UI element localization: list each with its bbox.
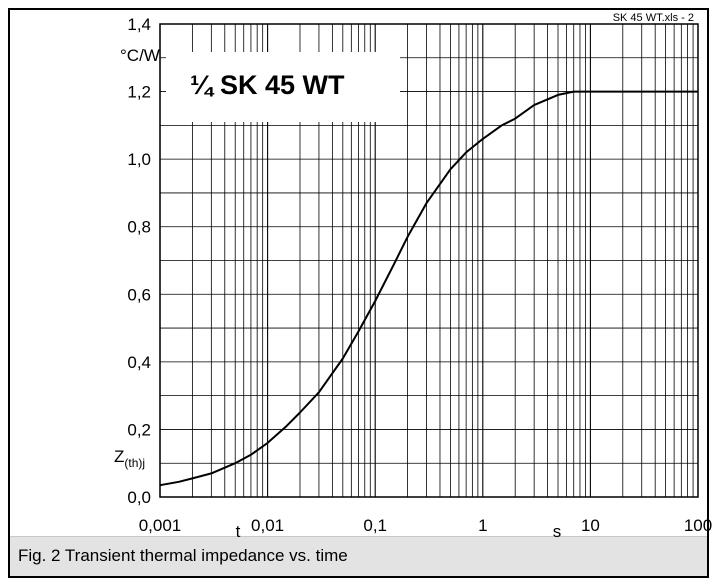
x-unit-label: s bbox=[553, 522, 562, 541]
x-tick-label: 100 bbox=[684, 516, 712, 535]
x-tick-label: 0,001 bbox=[139, 516, 182, 535]
plot-border bbox=[159, 23, 699, 498]
y-tick-label: 0,0 bbox=[127, 488, 151, 507]
y-tick-label: 0,8 bbox=[127, 218, 151, 237]
figure-caption: Fig. 2 Transient thermal impedance vs. t… bbox=[18, 546, 348, 565]
y-tick-label: 1,4 bbox=[127, 15, 151, 34]
y-tick-label: 0,2 bbox=[127, 420, 151, 439]
caption-bar: Fig. 2 Transient thermal impedance vs. t… bbox=[10, 536, 707, 576]
y-axis-label: Z(th)j bbox=[114, 447, 145, 470]
y-unit-label: °C/W bbox=[120, 46, 160, 65]
x-tick-label: 10 bbox=[581, 516, 600, 535]
file-label: SK 45 WT.xls - 2 bbox=[613, 12, 694, 24]
x-axis-label: t bbox=[236, 522, 241, 541]
x-tick-label: 0,01 bbox=[251, 516, 284, 535]
chart-series bbox=[159, 90, 698, 487]
x-tick-labels: 0,001 0,01 0,1 1 10 100 bbox=[139, 516, 712, 535]
x-tick-label: 0,1 bbox=[363, 516, 387, 535]
chart-title: ¼ SK 45 WT bbox=[190, 70, 345, 100]
y-tick-labels: 0,0 0,2 0,4 0,6 0,8 1,0 1,2 1,4 bbox=[127, 15, 151, 507]
title-badge-box bbox=[166, 52, 400, 122]
y-tick-label: 0,6 bbox=[127, 285, 151, 304]
y-tick-label: 0,4 bbox=[127, 353, 151, 372]
x-tick-label: 1 bbox=[478, 516, 487, 535]
y-tick-label: 1,0 bbox=[127, 150, 151, 169]
series-line bbox=[159, 90, 698, 487]
y-tick-label: 1,2 bbox=[127, 83, 151, 102]
